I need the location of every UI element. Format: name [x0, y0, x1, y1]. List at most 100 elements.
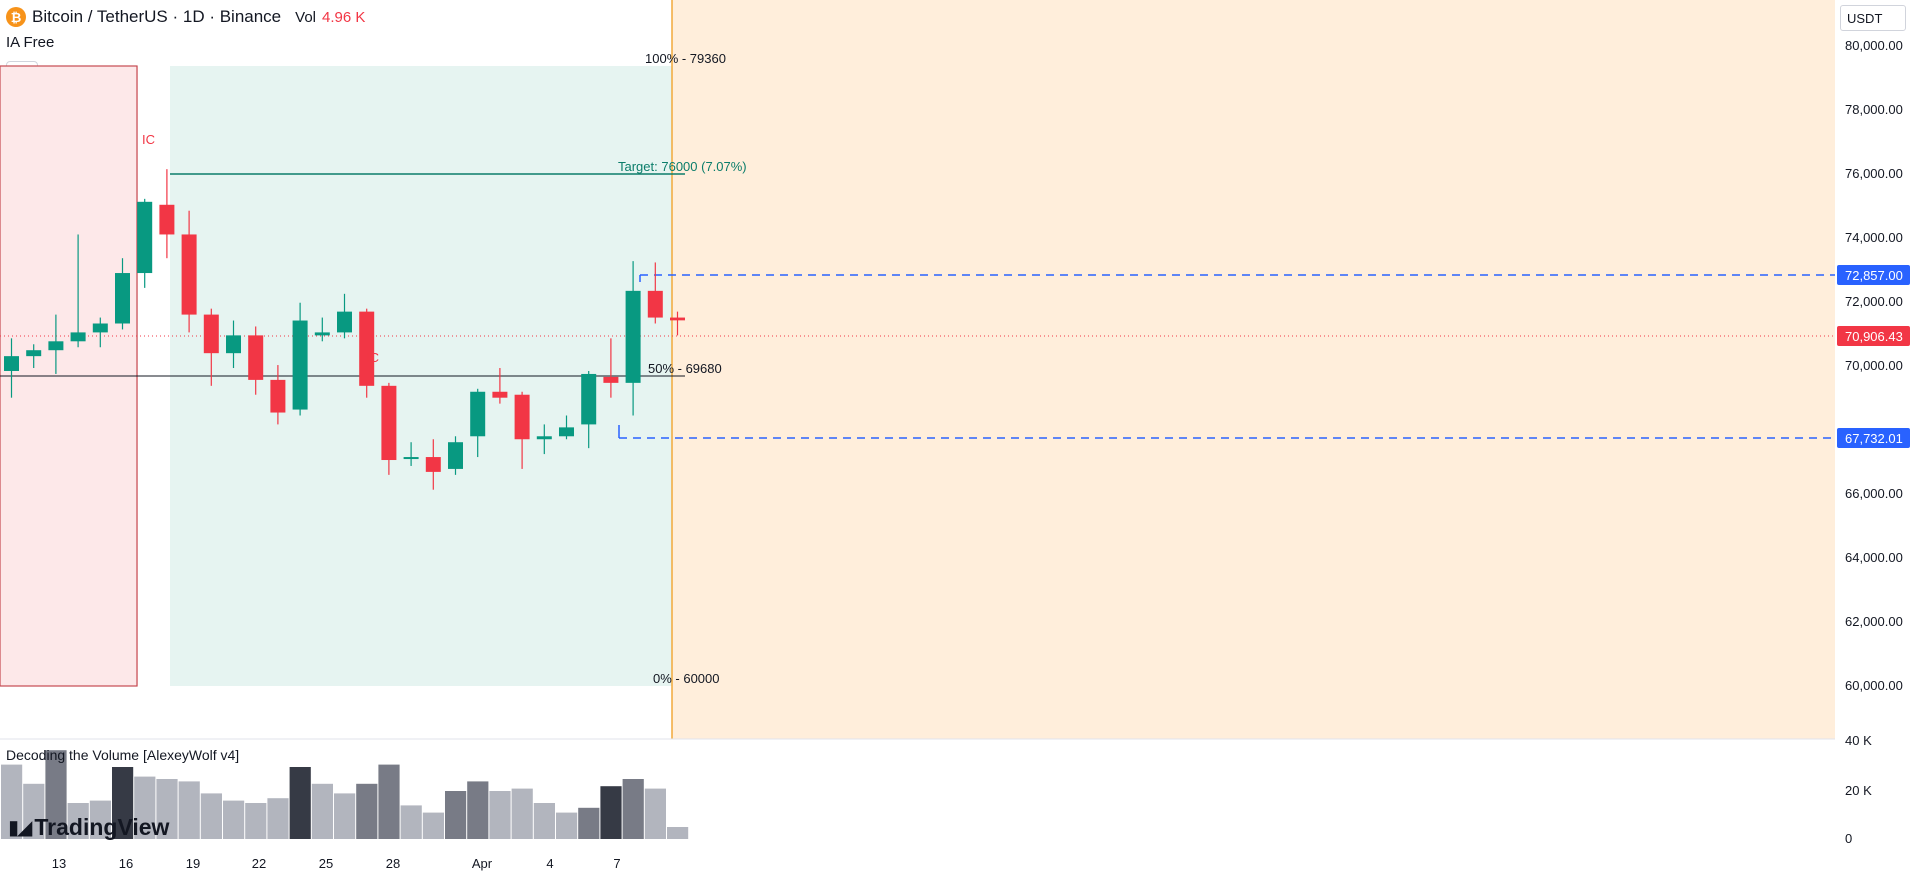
time-tick: 28: [386, 856, 400, 871]
candle-body: [203, 314, 219, 354]
volume-bar: [311, 783, 333, 839]
volume-bar: [67, 803, 89, 839]
candle-body: [70, 332, 86, 342]
volume-bar: [112, 767, 134, 839]
volume-bar: [600, 786, 622, 839]
candle-body: [337, 311, 352, 333]
volume-bar: [156, 779, 178, 839]
candle-body: [26, 350, 42, 357]
volume-bar: [445, 791, 467, 839]
time-tick: 16: [119, 856, 133, 871]
tradingview-logo-icon: ▮◢: [8, 817, 32, 839]
price-tick: 66,000.00: [1845, 486, 1903, 501]
price-tick: 64,000.00: [1845, 550, 1903, 565]
volume-tick: 0: [1845, 831, 1852, 846]
volume-bar: [267, 798, 289, 839]
volume-bar: [533, 803, 555, 839]
candle-body: [403, 457, 419, 460]
ic-label: IC: [142, 132, 155, 147]
candle-body: [581, 373, 597, 425]
candle-body: [514, 394, 530, 440]
candle-body: [470, 391, 486, 437]
volume-bar: [245, 803, 267, 839]
currency-button[interactable]: USDT: [1840, 5, 1906, 31]
volume-bar: [200, 793, 222, 839]
volume-axis: 40 K 20 K 0: [1845, 733, 1872, 846]
candle-body: [181, 234, 197, 315]
price-tick: 74,000.00: [1845, 230, 1903, 245]
time-tick: 4: [546, 856, 553, 871]
candle-body: [381, 385, 397, 461]
ic-label: IC: [366, 350, 379, 365]
candle-body: [425, 457, 441, 472]
volume-bar: [644, 788, 666, 839]
candle-body: [92, 323, 108, 333]
candle-body: [625, 290, 641, 383]
price-tick: 60,000.00: [1845, 678, 1903, 693]
volume-bar: [467, 781, 489, 839]
time-tick: 19: [186, 856, 200, 871]
candle-body: [226, 335, 241, 354]
volume-bar: [1, 764, 23, 839]
candle-body: [314, 332, 330, 336]
volume-bar: [400, 805, 422, 839]
volume-tick: 20 K: [1845, 783, 1872, 798]
candle-body: [159, 204, 175, 235]
time-tick: 22: [252, 856, 266, 871]
volume-bar: [134, 776, 156, 839]
candle-body: [448, 442, 463, 469]
symbol-title: Bitcoin / TetherUS · 1D · Binance: [32, 7, 282, 26]
volume-bar: [667, 827, 689, 839]
volume-bar: [334, 793, 356, 839]
volume-bar: [556, 812, 578, 839]
range-low-price-badge: [1837, 428, 1910, 448]
candle-body: [359, 311, 375, 386]
last-price-label: 70,906.43: [1845, 329, 1903, 344]
time-tick: 25: [319, 856, 333, 871]
bitcoin-icon: ₿: [6, 7, 26, 27]
volume-bar: [178, 781, 200, 839]
range-high-price-badge: [1837, 265, 1910, 285]
tradingview-logo[interactable]: ▮◢ TradingView: [8, 814, 169, 841]
candle-body: [4, 356, 19, 371]
volume-value: 4.96 K: [322, 8, 366, 26]
symbol-header[interactable]: ₿ Bitcoin / TetherUS · 1D · Binance Vol …: [0, 0, 365, 34]
volume-bar: [89, 800, 111, 839]
price-tick: 62,000.00: [1845, 614, 1903, 629]
volume-tick: 40 K: [1845, 733, 1872, 748]
range-high-price-label: 72,857.00: [1845, 268, 1903, 283]
time-axis[interactable]: 13 16 19 22 25 28 Apr 4 7: [52, 856, 621, 871]
volume-indicator-title[interactable]: Decoding the Volume [AlexeyWolf v4]: [6, 747, 240, 763]
candle-body: [492, 391, 508, 398]
candle-body: [248, 335, 264, 380]
price-axis[interactable]: 80,000.00 78,000.00 76,000.00 74,000.00 …: [1837, 38, 1910, 693]
tradingview-wordmark: TradingView: [34, 814, 170, 840]
price-tick: 80,000.00: [1845, 38, 1903, 53]
volume-bar: [223, 800, 245, 839]
last-price-badge: [1837, 326, 1910, 346]
time-tick: 7: [613, 856, 620, 871]
price-tick: 72,000.00: [1845, 294, 1903, 309]
volume-bar: [511, 788, 533, 839]
target-label: Target: 76000 (7.07%): [618, 159, 747, 174]
candle-body: [115, 273, 130, 324]
candle-body: [292, 320, 308, 410]
time-tick: 13: [52, 856, 66, 871]
candle-body: [603, 376, 619, 383]
range-low-price-label: 67,732.01: [1845, 431, 1903, 446]
candle-body: [559, 427, 574, 437]
candle-body: [536, 436, 552, 440]
volume-bar: [489, 791, 511, 839]
candle-body: [270, 379, 286, 413]
volume-label: Vol: [295, 8, 316, 26]
volume-bar: [356, 783, 378, 839]
volume-bar: [622, 779, 644, 839]
candle-body: [48, 341, 64, 351]
volume-bar: [378, 764, 400, 839]
time-tick: Apr: [472, 856, 493, 871]
volume-bar: [23, 783, 45, 839]
volume-bar: [289, 767, 311, 839]
price-tick: 78,000.00: [1845, 102, 1903, 117]
indicator-label[interactable]: IA Free: [6, 34, 55, 51]
